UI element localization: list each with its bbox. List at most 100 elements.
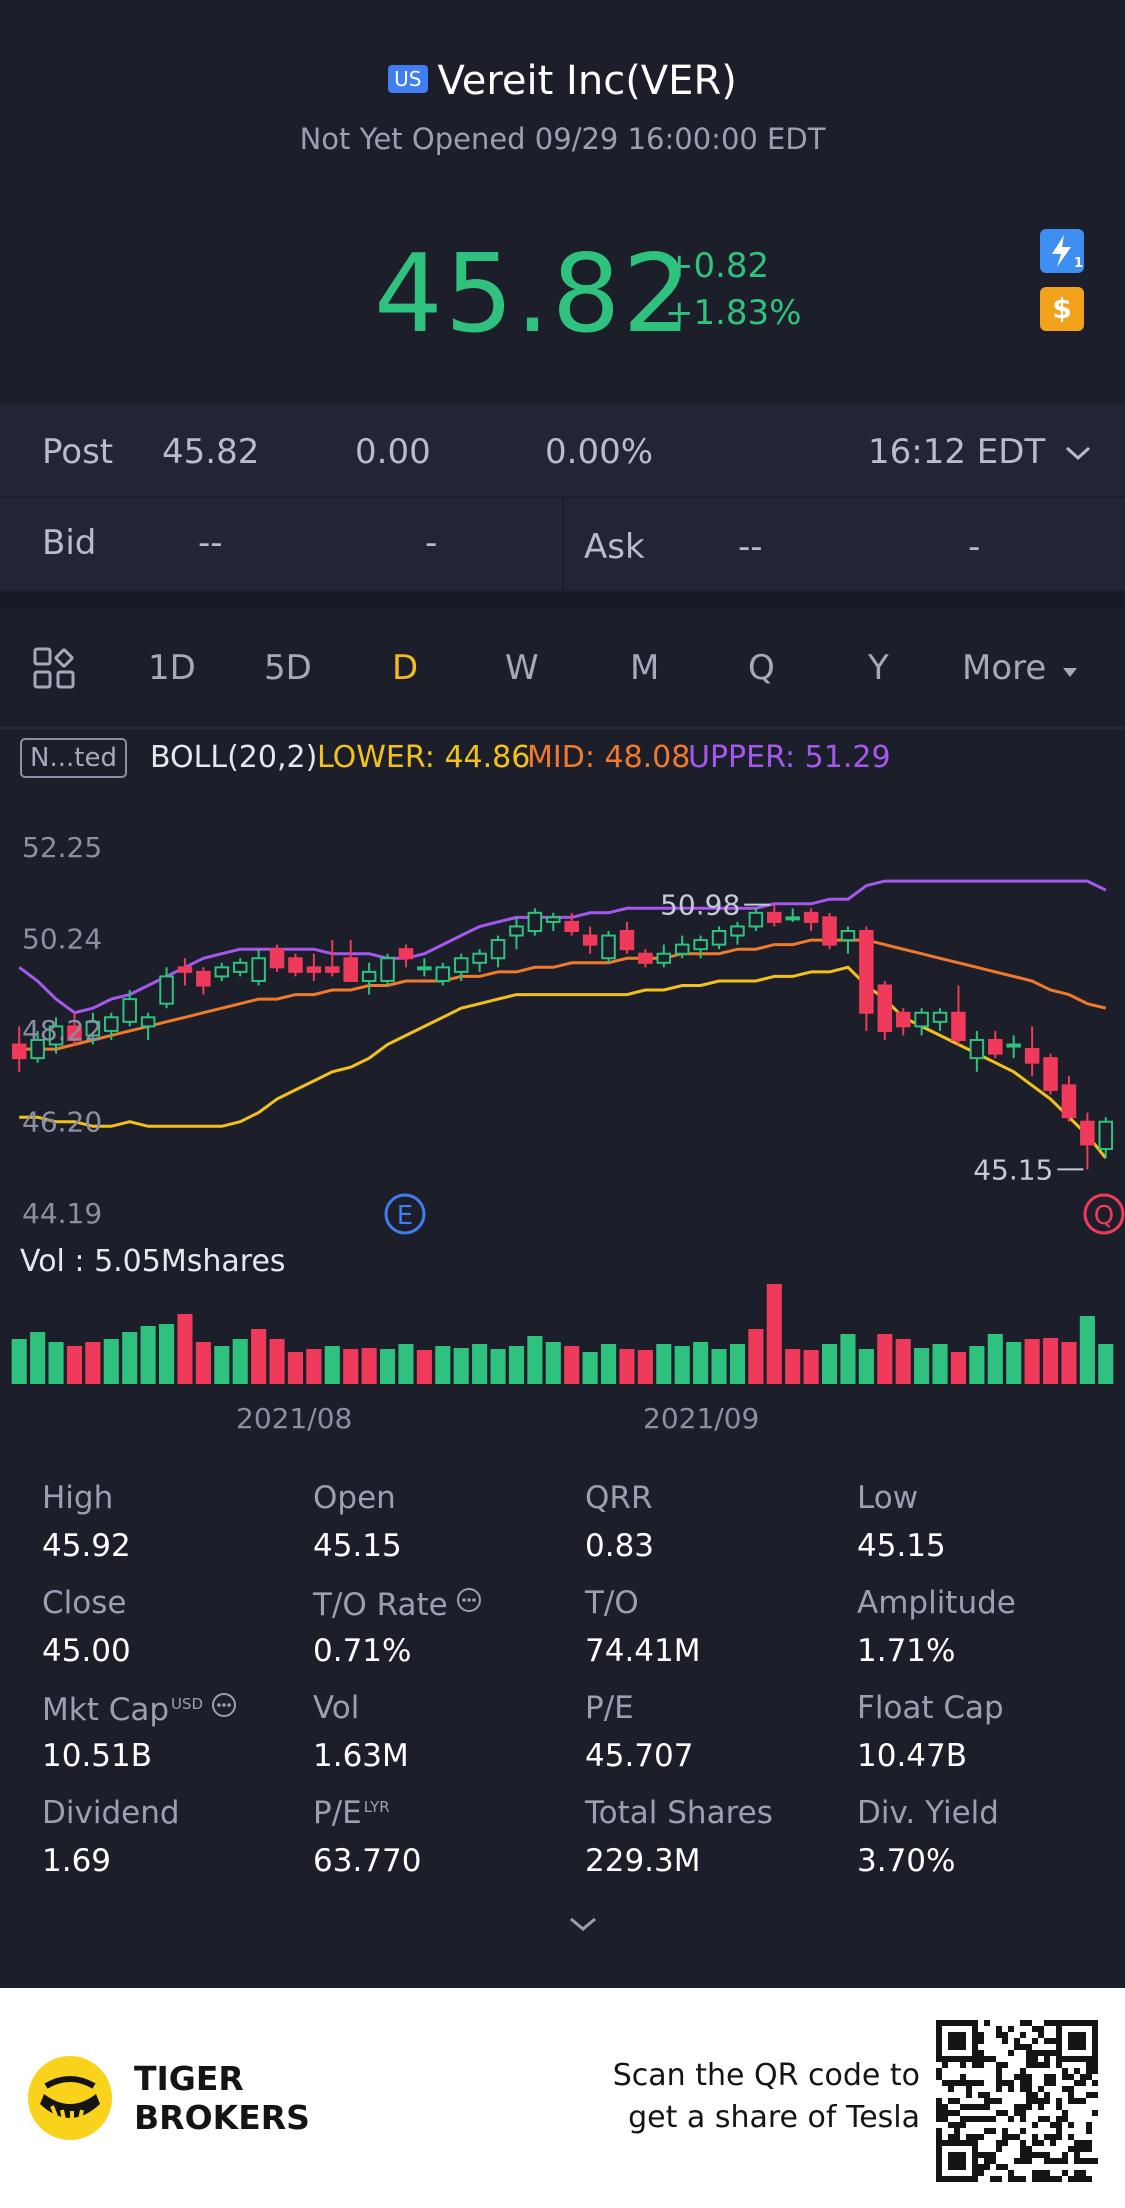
volume-bar [48, 1342, 64, 1384]
stock-title: US Vereit Inc(VER) [0, 58, 1125, 104]
volume-bar [858, 1349, 874, 1384]
candle [472, 949, 487, 972]
volume-label: Vol : 5.05Mshares [20, 1244, 286, 1279]
y-tick-label: 48.22 [22, 1014, 102, 1047]
volume-bar [527, 1336, 543, 1384]
ask-price: -- [738, 527, 763, 567]
volume-bar [416, 1350, 432, 1384]
tab-d[interactable]: D [392, 648, 419, 688]
stat-label: Vol [313, 1690, 360, 1726]
candle [656, 944, 672, 968]
tab-1d[interactable]: 1D [148, 648, 196, 688]
candle [214, 962, 230, 981]
candle [601, 931, 616, 963]
info-more-icon[interactable] [211, 1690, 237, 1726]
post-time: 16:12 EDT [868, 432, 1046, 472]
high-marker-label: 50.98 [660, 889, 740, 922]
volume-bar [1079, 1316, 1095, 1384]
boll-upper-line [18, 879, 1107, 1015]
tab-w[interactable]: W [505, 648, 539, 688]
caret-down-icon [1063, 668, 1078, 677]
candle [306, 953, 322, 981]
volume-bar [435, 1346, 451, 1384]
stat-value: 1.63M [313, 1738, 409, 1774]
price-change-pct: +1.83% [665, 293, 802, 333]
boll-mid-value: MID: 48.08 [527, 740, 691, 775]
svg-text:1: 1 [1074, 256, 1083, 271]
stat-unit-sup: LYR [363, 1797, 390, 1816]
candle [564, 912, 579, 936]
volume-bar [398, 1344, 414, 1384]
candle [48, 1017, 64, 1054]
stat-label: Close [42, 1585, 127, 1621]
stat-label: Low [857, 1480, 919, 1516]
market-badge: US [388, 65, 428, 93]
stat-value: 10.51B [42, 1738, 153, 1774]
stat-value: 45.92 [42, 1528, 131, 1564]
candle [453, 953, 469, 981]
x-tick-sep: 2021/09 [643, 1402, 760, 1435]
tab-y[interactable]: Y [868, 648, 889, 688]
earnings-event-icon[interactable]: E [384, 1193, 426, 1235]
candle [11, 1026, 27, 1072]
post-change-pct: 0.00% [545, 432, 654, 472]
volume-bar [85, 1342, 101, 1384]
volume-bar [914, 1348, 930, 1384]
stat-unit-sup: USD [171, 1694, 204, 1713]
candle [932, 1008, 948, 1031]
candle [85, 1012, 101, 1045]
tab-more-label: More [962, 648, 1047, 688]
volume-bar [748, 1329, 764, 1384]
volume-chart[interactable] [0, 1280, 1125, 1388]
quarter-event-icon[interactable]: Q [1083, 1193, 1125, 1235]
volume-bar [287, 1352, 304, 1384]
volume-bar [545, 1342, 561, 1384]
market-status: Not Yet Opened 09/29 16:00:00 EDT [299, 122, 826, 156]
info-more-icon[interactable] [456, 1585, 482, 1621]
stat-label: T/O [585, 1585, 639, 1621]
volume-bar [1098, 1344, 1114, 1384]
post-market-row [0, 404, 1125, 496]
candle [1006, 1035, 1021, 1059]
chart-layout-icon[interactable] [32, 646, 76, 694]
low-marker-label: 45.15 [973, 1153, 1053, 1186]
volume-bar [195, 1342, 211, 1384]
adjust-mode-button[interactable]: N...ted [20, 738, 127, 778]
candle [730, 921, 745, 945]
candle [122, 990, 137, 1027]
stat-label: Div. Yield [857, 1795, 999, 1831]
volume-bar [30, 1332, 46, 1384]
candle [509, 917, 524, 950]
stat-value: 45.15 [857, 1528, 946, 1564]
volume-bar [766, 1284, 782, 1384]
candle [380, 953, 395, 986]
volume-bar [361, 1348, 377, 1384]
price-chart[interactable]: 52.25 50.24 48.22 46.20 44.19 50.98 45.15 E Q [0, 820, 1125, 1260]
promo-line2: get a share of Tesla [628, 2100, 920, 2135]
candle [104, 1012, 119, 1040]
candle [1080, 1112, 1095, 1170]
candle [748, 908, 764, 932]
tab-m[interactable]: M [630, 648, 660, 688]
volume-bar [877, 1334, 893, 1384]
stat-label: Amplitude [857, 1585, 1016, 1621]
stat-label: Dividend [42, 1795, 180, 1831]
volume-bar [214, 1346, 230, 1384]
indicator-name[interactable]: BOLL(20,2) [150, 740, 318, 775]
volume-bar [11, 1339, 27, 1384]
bid-ask-divider [562, 498, 564, 590]
tab-more[interactable]: More [962, 648, 1079, 688]
tab-q[interactable]: Q [748, 648, 775, 688]
tab-5d[interactable]: 5D [264, 648, 312, 688]
candle [785, 908, 800, 922]
expand-chevron-icon[interactable] [567, 1914, 599, 1938]
post-time-selector[interactable]: 16:12 EDT [868, 432, 1092, 472]
candle [232, 958, 248, 977]
boll-lower-line [19, 965, 1107, 1160]
stat-value: 45.707 [585, 1738, 694, 1774]
lightning-level-1-icon[interactable]: 1 [1040, 229, 1084, 273]
chevron-down-icon [1066, 446, 1091, 461]
dollar-icon[interactable]: $ [1040, 287, 1084, 331]
volume-bar [693, 1342, 709, 1384]
volume-bar [729, 1344, 746, 1384]
